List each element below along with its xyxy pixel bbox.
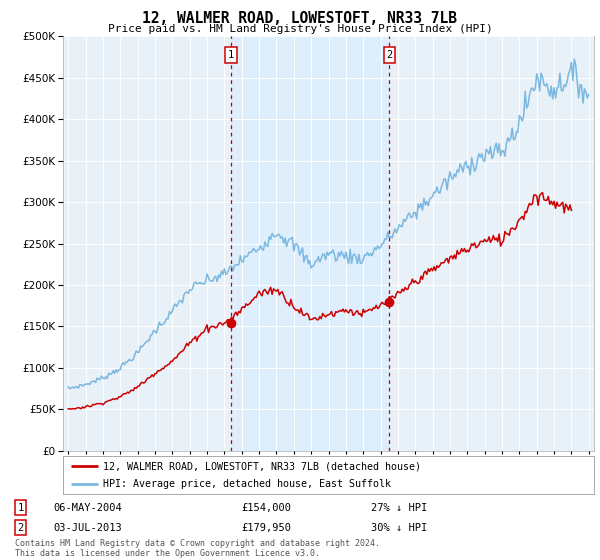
Text: HPI: Average price, detached house, East Suffolk: HPI: Average price, detached house, East… [103,479,391,489]
Text: Price paid vs. HM Land Registry's House Price Index (HPI): Price paid vs. HM Land Registry's House … [107,24,493,34]
Text: £154,000: £154,000 [241,502,291,512]
Text: Contains HM Land Registry data © Crown copyright and database right 2024.
This d: Contains HM Land Registry data © Crown c… [15,539,380,558]
Text: 2: 2 [17,523,24,533]
Text: 1: 1 [17,502,24,512]
Text: £179,950: £179,950 [241,523,291,533]
Text: 27% ↓ HPI: 27% ↓ HPI [371,502,427,512]
Bar [231,36,389,451]
Text: 2: 2 [386,50,392,60]
Text: 30% ↓ HPI: 30% ↓ HPI [371,523,427,533]
Text: 12, WALMER ROAD, LOWESTOFT, NR33 7LB (detached house): 12, WALMER ROAD, LOWESTOFT, NR33 7LB (de… [103,461,421,471]
Text: 06-MAY-2004: 06-MAY-2004 [53,502,122,512]
Text: 03-JUL-2013: 03-JUL-2013 [53,523,122,533]
Text: 12, WALMER ROAD, LOWESTOFT, NR33 7LB: 12, WALMER ROAD, LOWESTOFT, NR33 7LB [143,11,458,26]
Text: 1: 1 [228,50,234,60]
